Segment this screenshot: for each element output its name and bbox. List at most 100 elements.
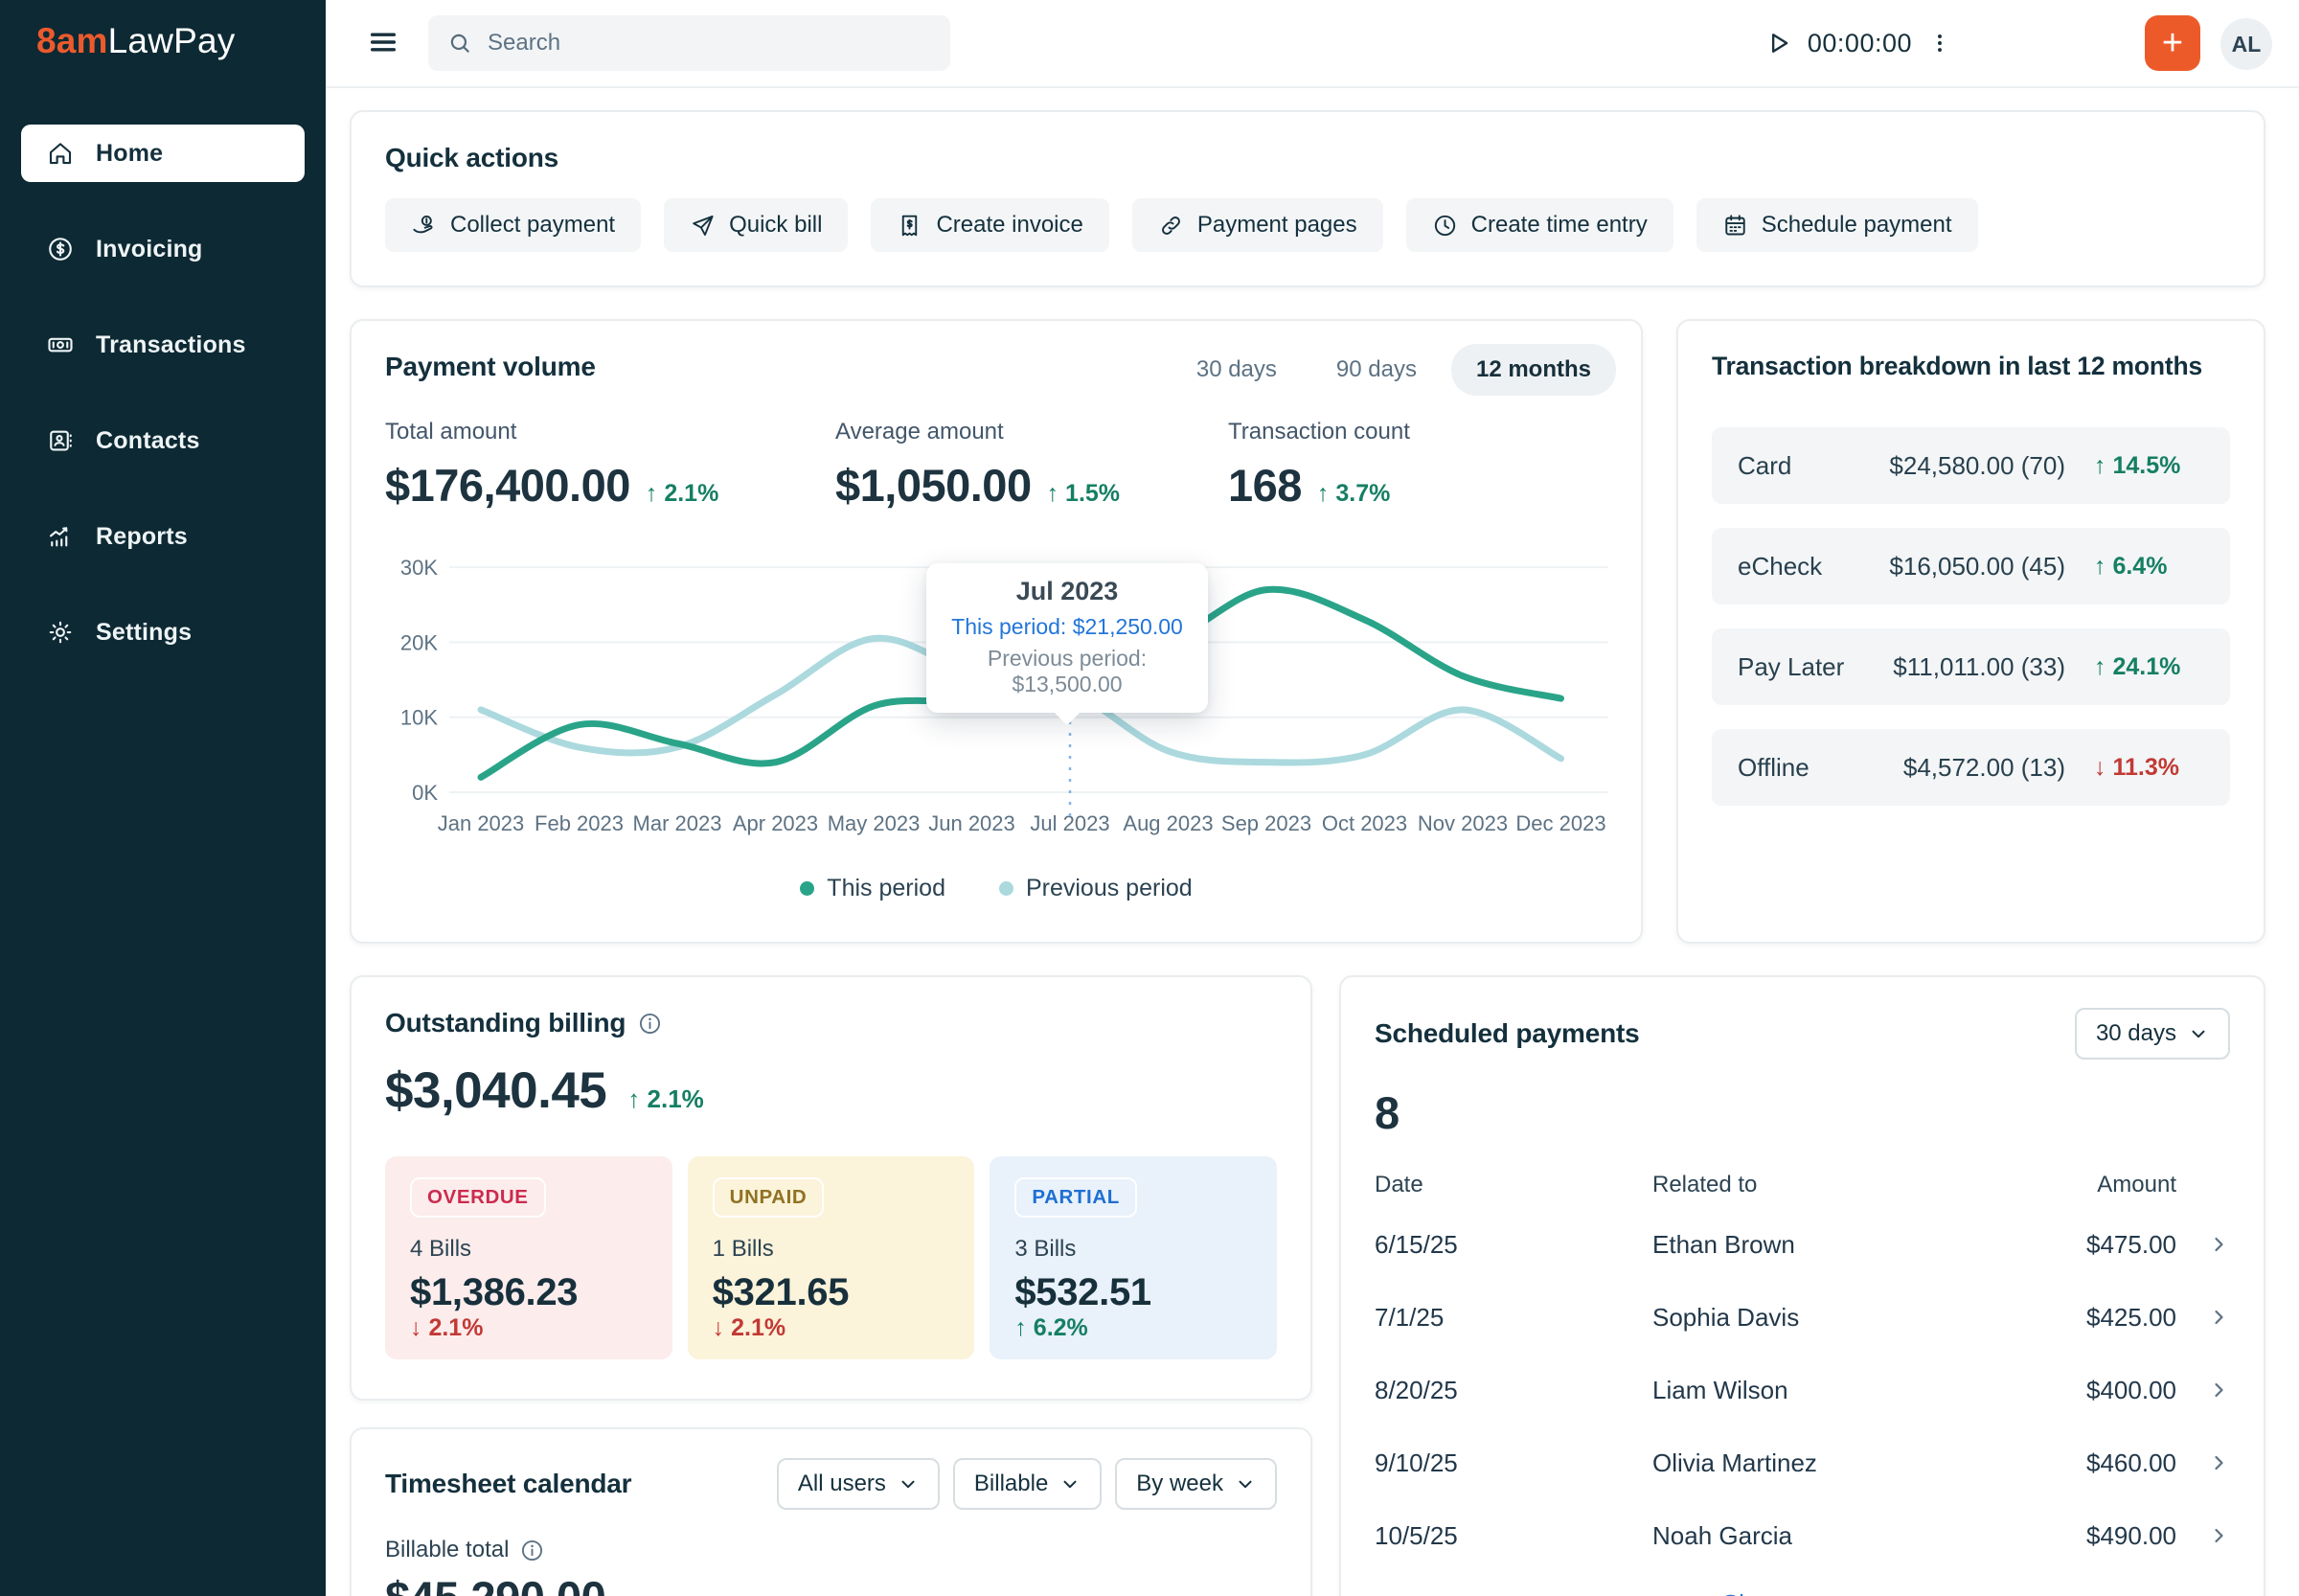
create-invoice-button[interactable]: Create invoice	[871, 198, 1109, 252]
stat-value: 168	[1228, 460, 1302, 511]
billing-card-delta: ↑ 6.2%	[1014, 1314, 1088, 1341]
transaction-breakdown-card: Transaction breakdown in last 12 months …	[1676, 319, 2265, 944]
filter-all-users-dropdown[interactable]: All users	[776, 1458, 940, 1510]
topbar: 00:00:00 + AL	[326, 0, 2299, 88]
outstanding-billing-card: Outstanding billing $3,040.45 ↑ 2.1% OVE…	[350, 975, 1312, 1401]
arrow-up-icon: ↑	[2094, 652, 2113, 680]
breakdown-method: Pay Later	[1738, 651, 1845, 681]
stat-value: $1,050.00	[835, 460, 1032, 511]
svg-text:Feb 2023: Feb 2023	[535, 811, 624, 835]
quick-action-label: Schedule payment	[1761, 212, 1952, 238]
timer-kebab-icon[interactable]	[1927, 31, 1952, 56]
chevron-down-icon	[1859, 1593, 1882, 1596]
sidebar-item-settings[interactable]: Settings	[21, 604, 305, 661]
range-tab-12-months[interactable]: 12 months	[1450, 344, 1616, 396]
invoicing-icon	[46, 235, 75, 263]
chevron-down-icon	[1059, 1473, 1081, 1494]
collect-payment-icon	[411, 213, 437, 239]
quick-actions-title: Quick actions	[385, 143, 559, 172]
payment-amount: $460.00	[2086, 1448, 2176, 1477]
payment-related-to: Sophia Davis	[1652, 1302, 1800, 1332]
filter-billable-dropdown[interactable]: Billable	[952, 1458, 1103, 1510]
svg-text:Jun 2023: Jun 2023	[928, 811, 1015, 835]
svg-text:Dec 2023: Dec 2023	[1515, 811, 1605, 835]
scheduled-payments-title: Scheduled payments	[1375, 1018, 1640, 1048]
settings-icon	[46, 618, 75, 647]
breakdown-row-echeck: eCheck $16,050.00 (45) ↑ 6.4%	[1712, 528, 2230, 604]
filter-label: By week	[1136, 1471, 1223, 1496]
breakdown-row-offline: Offline $4,572.00 (13) ↓ 11.3%	[1712, 729, 2230, 806]
chevron-down-icon	[898, 1473, 919, 1494]
outstanding-billing-title: Outstanding billing	[385, 1008, 626, 1037]
payment-pages-icon	[1158, 213, 1184, 239]
avatar[interactable]: AL	[2220, 18, 2272, 70]
add-button[interactable]: +	[2145, 15, 2200, 71]
schedule-payment-button[interactable]: Schedule payment	[1696, 198, 1978, 252]
payment-pages-button[interactable]: Payment pages	[1131, 198, 1383, 252]
reports-icon	[46, 522, 75, 551]
sidebar-item-contacts[interactable]: Contacts	[21, 412, 305, 469]
filter-by-week-dropdown[interactable]: By week	[1115, 1458, 1277, 1510]
create-time-entry-button[interactable]: Create time entry	[1405, 198, 1673, 252]
payment-related-to: Ethan Brown	[1652, 1229, 1795, 1259]
schedule-payment-icon	[1722, 213, 1748, 239]
sidebar-item-label: Contacts	[96, 426, 200, 454]
breakdown-row-pay-later: Pay Later $11,011.00 (33) ↑ 24.1%	[1712, 628, 2230, 705]
breakdown-row-card: Card $24,580.00 (70) ↑ 14.5%	[1712, 427, 2230, 504]
scheduled-payments-card: Scheduled payments 30 days 8 Date Related…	[1339, 975, 2265, 1596]
chevron-right-icon	[2176, 1451, 2230, 1474]
billing-card-delta: ↓ 2.1%	[712, 1314, 786, 1341]
timesheet-title: Timesheet calendar	[385, 1469, 632, 1498]
logo-prefix: 8am	[36, 21, 108, 60]
scheduled-payment-row[interactable]: 6/15/25 Ethan Brown $475.00	[1375, 1208, 2230, 1281]
chevron-down-icon	[1235, 1473, 1256, 1494]
scheduled-payment-row[interactable]: 7/1/25 Sophia Davis $425.00	[1375, 1281, 2230, 1354]
billable-total-label: Billable total	[385, 1537, 510, 1562]
scheduled-range-dropdown[interactable]: 30 days	[2074, 1008, 2230, 1060]
sidebar-item-reports[interactable]: Reports	[21, 508, 305, 565]
sidebar-item-label: Invoicing	[96, 235, 203, 262]
breakdown-delta: ↑ 6.4%	[2094, 552, 2168, 580]
scheduled-payment-row[interactable]: 8/20/25 Liam Wilson $400.00	[1375, 1354, 2230, 1426]
arrow-up-icon: ↑	[1014, 1314, 1034, 1341]
payment-date: 6/15/25	[1375, 1229, 1458, 1259]
search-box[interactable]	[428, 15, 950, 71]
legend-label: Previous period	[1025, 875, 1193, 901]
collect-payment-button[interactable]: Collect payment	[385, 198, 642, 252]
show-more-button[interactable]: Show more	[1375, 1589, 2230, 1596]
scheduled-table-header: Date Related to Amount	[1375, 1162, 2230, 1208]
arrow-up-icon: ↑	[627, 1084, 648, 1113]
sidebar-item-invoicing[interactable]: Invoicing	[21, 220, 305, 278]
status-badge: UNPAID	[712, 1177, 825, 1218]
chevron-down-icon	[2192, 1030, 2205, 1038]
transaction-breakdown-title: Transaction breakdown in last 12 months	[1712, 352, 2203, 380]
legend-item-this-period: This period	[800, 875, 945, 902]
arrow-down-icon: ↓	[2094, 753, 2113, 781]
timesheet-calendar-card: Timesheet calendar All users Billable By w…	[350, 1427, 1312, 1596]
payment-amount: $475.00	[2086, 1229, 2176, 1259]
scheduled-payment-row[interactable]: 10/5/25 Noah Garcia $490.00	[1375, 1499, 2230, 1572]
quick-actions-row: Collect payment Quick bill Create invoice P…	[385, 198, 2230, 252]
transactions-icon	[46, 331, 75, 359]
scheduled-payment-row[interactable]: 9/10/25 Olivia Martinez $460.00	[1375, 1426, 2230, 1499]
range-tab-30-days[interactable]: 30 days	[1195, 356, 1277, 382]
breakdown-delta: ↓ 11.3%	[2094, 753, 2179, 781]
info-icon[interactable]	[638, 1012, 662, 1036]
quick-bill-button[interactable]: Quick bill	[664, 198, 849, 252]
breakdown-delta: ↑ 24.1%	[2094, 652, 2181, 680]
payment-related-to: Olivia Martinez	[1652, 1448, 1817, 1477]
search-input[interactable]	[486, 29, 931, 57]
svg-text:Aug 2023: Aug 2023	[1123, 811, 1213, 835]
hamburger-menu-icon[interactable]	[367, 26, 399, 58]
home-icon	[46, 139, 75, 168]
svg-text:May 2023: May 2023	[828, 811, 921, 835]
sidebar-item-transactions[interactable]: Transactions	[21, 316, 305, 374]
arrow-down-icon: ↓	[410, 1314, 429, 1341]
timer-play-icon[interactable]	[1765, 30, 1792, 57]
stat-delta: ↑ 2.1%	[645, 480, 719, 507]
sidebar-item-home[interactable]: Home	[21, 125, 305, 182]
range-tab-90-days[interactable]: 90 days	[1335, 356, 1417, 382]
breakdown-method: Offline	[1738, 752, 1810, 782]
info-icon[interactable]	[520, 1539, 544, 1562]
